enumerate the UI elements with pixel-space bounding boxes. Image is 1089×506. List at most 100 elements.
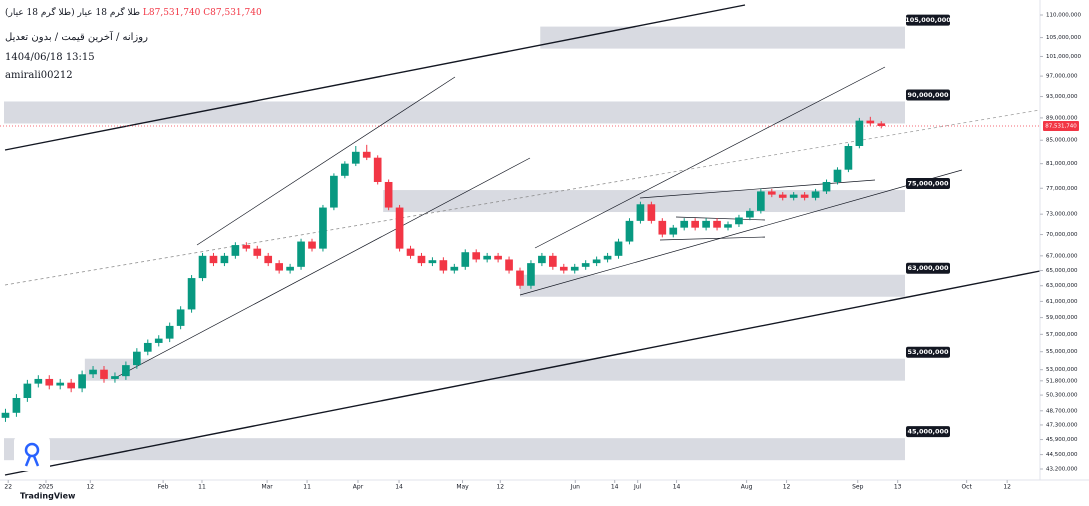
candle-body [461,252,470,267]
zone-tag [906,89,950,101]
x-tick-label: 14 [611,484,619,491]
x-tick-label: Mar [261,484,273,491]
candle-body [538,255,546,264]
candle-body [100,369,108,379]
candle-body [516,270,524,286]
x-tick-label: 12 [86,484,94,491]
zone-label: 45,000,000 [907,428,949,436]
candle-body [264,255,273,264]
watermark: TradingView [20,492,76,501]
y-tick-label: 61,000,000 [1046,299,1078,305]
candle-body [811,191,820,198]
trendline [4,109,1041,286]
zones [4,26,905,461]
candle-body [198,255,207,279]
y-tick-label: 48,700,000 [1046,408,1078,414]
candles [1,116,886,422]
zone-tag [906,262,950,274]
zone-label: 105,000,000 [905,16,951,24]
x-tick-label: 13 [894,484,902,491]
logo-bg [14,437,50,471]
last-price-label: 87,531,740 [1045,123,1077,129]
chart-title: طلا گرم 18 عیار (طلا گرم 18 عیار) [5,8,141,18]
candle-body [209,255,218,264]
zone-band [4,101,905,124]
trendline [534,66,886,249]
x-tick-label: May [456,484,469,491]
y-tick-label: 105,000,000 [1046,35,1081,41]
candle-body [603,255,612,260]
candle-body [34,378,43,384]
candle-body [122,365,130,377]
header-line: طلا گرم 18 عیار (طلا گرم 18 عیار) L87,53… [5,8,262,18]
candle-body [286,266,294,271]
candle-body [450,266,459,271]
candle-body [724,224,732,228]
y-tick-label: 77,000,000 [1046,186,1078,192]
x-tick-label: Oct [961,484,972,491]
candle-body [592,259,601,264]
candle-body [242,245,251,249]
y-tick-label: 55,000,000 [1046,349,1078,355]
candle-body [494,255,502,260]
y-tick-label: 57,000,000 [1046,332,1078,338]
logo-icon [24,442,40,458]
candle-body [581,263,590,267]
zone-band [84,358,905,381]
y-tick-label: 89,000,000 [1046,115,1078,121]
candle-body [154,338,163,343]
y-tick-label: 101,000,000 [1046,54,1081,60]
candle-body [570,266,579,271]
zone-tag [906,14,950,26]
x-tick-label: 12 [496,484,504,491]
candle-body [559,266,568,271]
candle-body [855,120,864,146]
candle-body [735,217,743,225]
candle-body [220,255,229,264]
candle-body [417,255,426,264]
candle-body [746,210,754,218]
zone-tag [906,346,950,358]
zone-band [520,274,905,297]
candle-body [472,252,481,260]
candle-body [253,248,262,256]
trendline [196,76,456,246]
candle-body [319,207,327,249]
candle-body [669,227,678,235]
trendlines [4,4,1041,476]
candle-body [691,220,699,228]
zone-band [4,438,905,461]
candle-body [89,369,97,375]
candle-body [789,194,798,198]
y-tick-label: 70,000,000 [1046,232,1078,238]
candle-body [362,151,371,158]
y-tick-label: 73,000,000 [1046,212,1078,218]
trendline [4,270,1041,476]
candle-body [800,194,809,198]
logo [14,437,50,471]
zone-label: 53,000,000 [907,348,949,356]
zone-label: 90,000,000 [907,91,949,99]
x-tick-label: Jul [633,484,642,491]
candle-body [275,263,283,271]
x-tick-label: 11 [198,484,206,491]
x-tick-label: 14 [673,484,681,491]
candle-body [384,181,393,208]
candle-body [395,207,404,249]
candle-body [527,263,535,286]
candle-body [483,255,491,260]
zone-tag [906,426,950,438]
x-tick-label: Aug [741,484,753,491]
candle-body [833,169,842,182]
candle-body [67,382,75,389]
candle-body [428,260,437,264]
candle-body [143,342,152,352]
candle-body [505,259,513,271]
trendline [4,4,746,151]
x-tick-label: Sep [852,484,864,491]
candle-body [877,123,886,126]
x-tick-label: Apr [353,484,364,491]
candle-body [614,241,623,256]
trendline [114,157,531,379]
